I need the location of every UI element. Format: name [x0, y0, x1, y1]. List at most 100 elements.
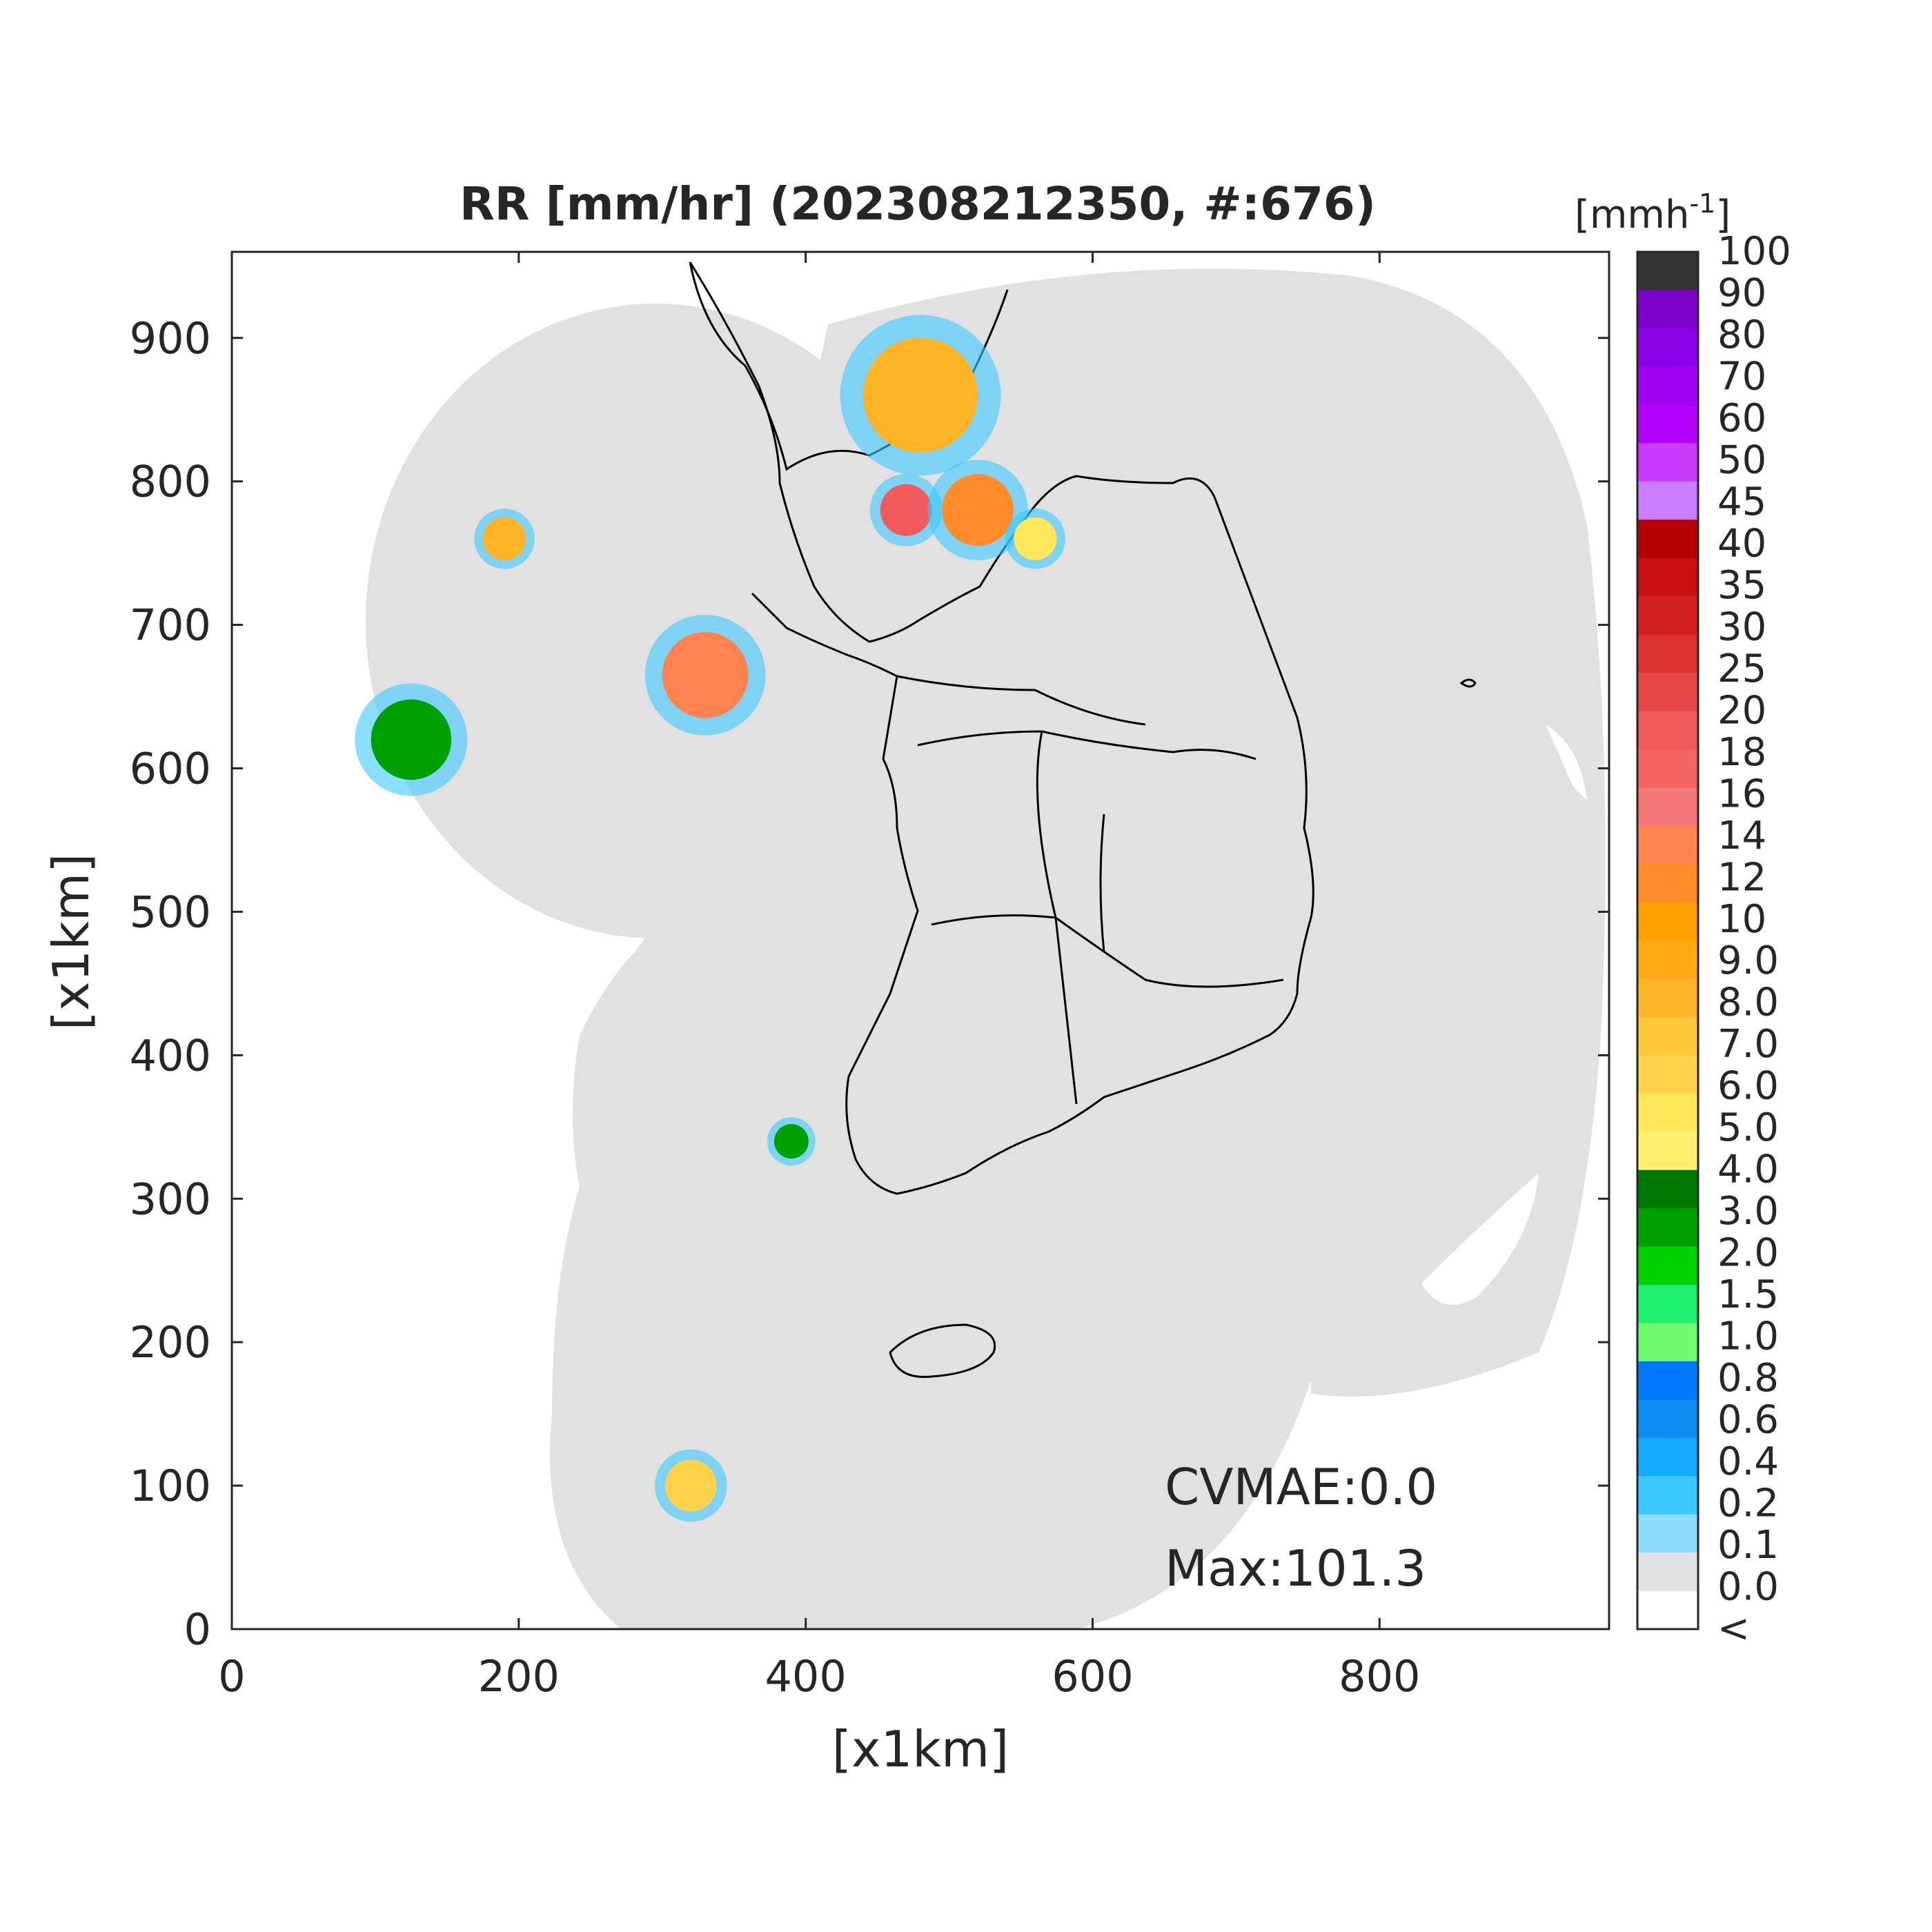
precip-cell: [942, 474, 1014, 546]
x-tick-label: 400: [765, 1651, 846, 1702]
x-tick-label: 0: [218, 1651, 245, 1702]
colorbar-swatch: [1637, 672, 1698, 711]
y-tick-label: 100: [130, 1461, 211, 1511]
colorbar-swatch: [1637, 1055, 1698, 1094]
y-tick-label: 900: [130, 313, 211, 364]
colorbar-label: 1.5: [1717, 1272, 1779, 1317]
x-tick-label: 200: [478, 1651, 560, 1702]
colorbar-swatch: [1637, 749, 1698, 788]
colorbar-label: 2.0: [1717, 1231, 1779, 1276]
colorbar-label: 50: [1717, 437, 1766, 482]
colorbar-label: 18: [1717, 730, 1766, 775]
precip-cell: [662, 631, 749, 718]
y-tick-label: 700: [130, 600, 211, 651]
colorbar-swatch: [1637, 1437, 1698, 1477]
colorbar-swatch: [1637, 328, 1698, 367]
colorbar-swatch: [1637, 902, 1698, 941]
colorbar-swatch: [1637, 1285, 1698, 1323]
province-boundary-4: [1099, 814, 1105, 953]
colorbar-label: 35: [1717, 563, 1766, 608]
coverage-region-main: [550, 268, 1606, 1629]
colorbar-swatch: [1637, 1552, 1698, 1592]
map-title: RR [mm/hr] (202308212350, #:676): [460, 177, 1376, 230]
coverage-gap-east-2: [1546, 724, 1587, 800]
colorbar-swatch: [1637, 1514, 1698, 1553]
x-tick-label: 800: [1339, 1651, 1420, 1702]
y-tick-label: 500: [130, 887, 211, 937]
colorbar-label: 0.0: [1717, 1565, 1779, 1610]
coverage-gap-east: [1421, 1173, 1539, 1305]
cvmae-annotation: CVMAE:0.0: [1165, 1458, 1437, 1516]
colorbar-swatch: [1637, 1476, 1698, 1515]
province-boundary-1: [917, 730, 1256, 760]
y-tick-label: 300: [130, 1174, 211, 1224]
y-tick-label: 200: [130, 1317, 211, 1368]
colorbar-swatch: [1637, 1016, 1698, 1056]
precip-cell: [773, 1124, 809, 1159]
colorbar-label: 70: [1717, 354, 1766, 399]
colorbar-swatch: [1637, 443, 1698, 482]
colorbar-label: 100: [1717, 229, 1791, 274]
precip-cell: [880, 484, 932, 536]
province-boundary-5: [896, 675, 1146, 726]
colorbar-swatch: [1637, 1590, 1698, 1630]
colorbar-swatch: [1637, 366, 1698, 406]
y-tick-label: 0: [184, 1604, 211, 1655]
colorbar-label: 16: [1717, 771, 1766, 816]
colorbar-swatch: [1637, 825, 1698, 865]
colorbar-label: 0.2: [1717, 1481, 1779, 1526]
colorbar-label: 3.0: [1717, 1189, 1779, 1234]
colorbar-label: 12: [1717, 855, 1766, 900]
colorbar-label: 30: [1717, 604, 1766, 649]
colorbar-swatch: [1637, 520, 1698, 559]
colorbar-label: 80: [1717, 313, 1766, 357]
x-axis-label: [x1km]: [832, 1720, 1009, 1778]
colorbar-swatch: [1637, 1323, 1698, 1362]
colorbar-swatch: [1637, 940, 1698, 979]
coastline-korea: [689, 262, 1314, 1195]
colorbar-swatch: [1637, 596, 1698, 635]
colorbar-swatch: [1637, 1361, 1698, 1400]
colorbar-frame: [1636, 250, 1699, 1630]
colorbar-swatch: [1637, 1132, 1698, 1171]
x-tick-label: 600: [1052, 1651, 1133, 1702]
colorbar-label: 1.0: [1717, 1314, 1779, 1359]
colorbar-swatch: [1637, 252, 1698, 290]
y-tick-label: 600: [130, 744, 211, 794]
colorbar-label: 25: [1717, 647, 1766, 691]
colorbar-label: 0.6: [1717, 1398, 1779, 1443]
colorbar-label: 6.0: [1717, 1064, 1779, 1109]
colorbar: 100908070605045403530252018161412109.08.…: [1636, 229, 1791, 1651]
colorbar-label: 45: [1717, 480, 1766, 524]
y-tick-label: 800: [130, 457, 211, 507]
colorbar-swatch: [1637, 290, 1698, 329]
colorbar-label: 8.0: [1717, 980, 1779, 1025]
precip-cell: [1014, 517, 1057, 561]
colorbar-swatch: [1637, 1170, 1698, 1209]
y-tick-label: 400: [130, 1030, 211, 1081]
colorbar-swatch: [1637, 1093, 1698, 1132]
colorbar-swatch: [1637, 711, 1698, 750]
radar-coverage: [355, 262, 1606, 1629]
precip-cell: [664, 1459, 717, 1512]
precip-cell: [371, 699, 452, 780]
colorbar-swatch: [1637, 1208, 1698, 1248]
colorbar-swatch: [1637, 1399, 1698, 1439]
x-axis: 0 200 400 600 800: [218, 252, 1421, 1702]
axes-box: [230, 250, 1610, 1630]
colorbar-label: 40: [1717, 521, 1766, 566]
colorbar-unit-label: [mmh-1]: [1575, 188, 1731, 237]
colorbar-label: 0.8: [1717, 1356, 1779, 1401]
colorbar-swatch: [1637, 1246, 1698, 1285]
colorbar-swatch: [1637, 634, 1698, 673]
colorbar-label: 5.0: [1717, 1105, 1779, 1150]
y-axis: 0 100 200 300 400 500 600 700 800 900: [130, 313, 1609, 1655]
precip-cell: [482, 517, 526, 561]
colorbar-label: 90: [1717, 270, 1766, 315]
colorbar-swatch: [1637, 481, 1698, 520]
colorbar-label: 0.4: [1717, 1439, 1779, 1484]
max-annotation: Max:101.3: [1165, 1539, 1426, 1597]
colorbar-swatch: [1637, 404, 1698, 444]
precipitation-cells: [355, 315, 1065, 1522]
